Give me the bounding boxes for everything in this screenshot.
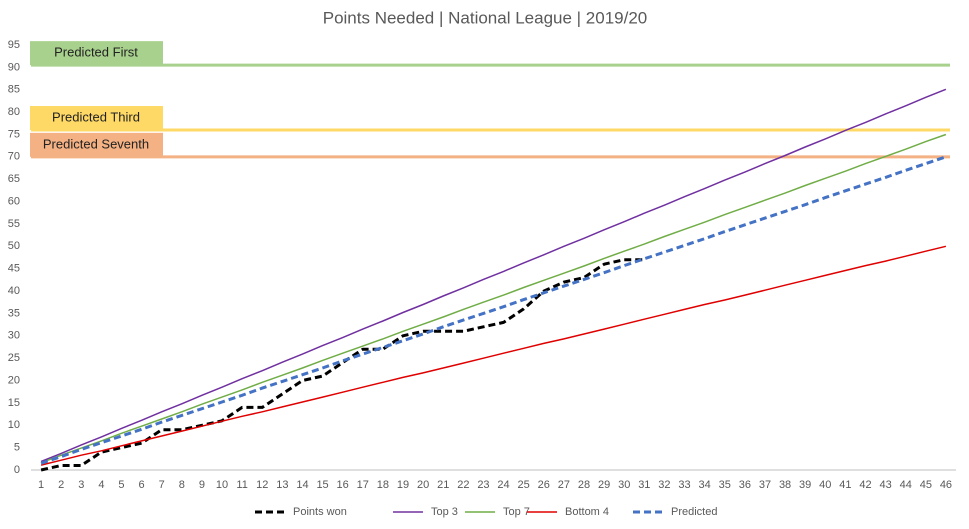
y-tick-label: 25 xyxy=(8,352,20,364)
x-tick-label: 45 xyxy=(920,479,932,491)
series-line xyxy=(40,155,947,465)
x-tick-label: 15 xyxy=(316,479,328,491)
x-tick-label: 23 xyxy=(477,479,489,491)
y-tick-label: 70 xyxy=(8,151,20,163)
y-tick-label: 50 xyxy=(8,240,20,252)
x-tick-label: 18 xyxy=(377,479,389,491)
x-tick-label: 8 xyxy=(179,479,185,491)
y-tick-label: 40 xyxy=(8,285,20,297)
y-tick-label: 95 xyxy=(8,39,20,51)
x-tick-label: 38 xyxy=(779,479,791,491)
x-tick-label: 46 xyxy=(940,479,952,491)
legend-label: Top 7 xyxy=(503,506,530,518)
x-tick-label: 32 xyxy=(658,479,670,491)
x-tick-label: 20 xyxy=(417,479,429,491)
x-tick-label: 44 xyxy=(900,479,912,491)
y-tick-label: 35 xyxy=(8,307,20,319)
series-line xyxy=(40,258,645,472)
y-tick-label: 45 xyxy=(8,263,20,275)
reference-label: Predicted First xyxy=(54,45,138,60)
y-tick-label: 75 xyxy=(8,128,20,140)
y-tick-label: 0 xyxy=(14,464,20,476)
y-tick-label: 55 xyxy=(8,218,20,230)
x-tick-label: 14 xyxy=(296,479,308,491)
x-tick-label: 31 xyxy=(638,479,650,491)
legend-label: Top 3 xyxy=(431,506,458,518)
chart-title: Points Needed | National League | 2019/2… xyxy=(323,8,648,27)
y-tick-label: 90 xyxy=(8,61,20,73)
x-tick-label: 33 xyxy=(678,479,690,491)
x-tick-label: 22 xyxy=(457,479,469,491)
reference-box xyxy=(30,106,163,130)
x-tick-label: 37 xyxy=(759,479,771,491)
x-tick-label: 2 xyxy=(58,479,64,491)
x-tick-label: 26 xyxy=(538,479,550,491)
x-tick-label: 12 xyxy=(256,479,268,491)
series-line xyxy=(40,133,947,464)
legend-label: Predicted xyxy=(671,506,717,518)
x-tick-label: 42 xyxy=(859,479,871,491)
legend-label: Bottom 4 xyxy=(565,506,609,518)
x-tick-label: 21 xyxy=(437,479,449,491)
x-tick-label: 4 xyxy=(98,479,104,491)
x-tick-label: 36 xyxy=(739,479,751,491)
x-tick-label: 16 xyxy=(337,479,349,491)
y-tick-label: 20 xyxy=(8,374,20,386)
x-tick-label: 40 xyxy=(819,479,831,491)
y-tick-label: 30 xyxy=(8,330,20,342)
x-tick-label: 9 xyxy=(199,479,205,491)
y-tick-label: 15 xyxy=(8,397,20,409)
x-tick-label: 43 xyxy=(879,479,891,491)
reference-box xyxy=(30,41,163,66)
x-tick-label: 1 xyxy=(38,479,44,491)
x-tick-label: 11 xyxy=(236,479,247,491)
x-tick-label: 28 xyxy=(578,479,590,491)
y-tick-label: 80 xyxy=(8,106,20,118)
y-tick-label: 10 xyxy=(8,419,20,431)
x-tick-label: 29 xyxy=(598,479,610,491)
legend-label: Points won xyxy=(293,506,347,518)
x-tick-label: 13 xyxy=(276,479,288,491)
reference-label: Predicted Seventh xyxy=(43,136,149,151)
x-tick-label: 3 xyxy=(78,479,84,491)
x-tick-label: 35 xyxy=(719,479,731,491)
x-tick-label: 6 xyxy=(139,479,145,491)
x-tick-label: 34 xyxy=(699,479,711,491)
x-tick-label: 19 xyxy=(397,479,409,491)
x-tick-label: 5 xyxy=(118,479,124,491)
series-line xyxy=(40,245,947,466)
reference-box xyxy=(30,132,163,157)
y-tick-label: 85 xyxy=(8,84,20,96)
x-tick-label: 30 xyxy=(618,479,630,491)
x-tick-label: 24 xyxy=(497,479,509,491)
x-tick-label: 7 xyxy=(159,479,165,491)
x-tick-label: 39 xyxy=(799,479,811,491)
x-tick-label: 41 xyxy=(839,479,851,491)
y-tick-label: 65 xyxy=(8,173,20,185)
x-tick-label: 27 xyxy=(558,479,570,491)
x-tick-label: 25 xyxy=(518,479,530,491)
y-tick-label: 5 xyxy=(14,442,20,454)
series-line xyxy=(40,88,947,463)
x-tick-label: 10 xyxy=(216,479,228,491)
y-tick-label: 60 xyxy=(8,195,20,207)
reference-label: Predicted Third xyxy=(52,109,140,124)
x-tick-label: 17 xyxy=(357,479,369,491)
